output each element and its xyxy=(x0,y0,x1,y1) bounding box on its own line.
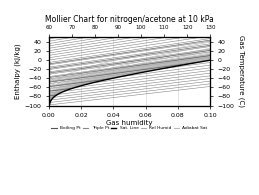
Title: Mollier Chart for nitrogen/acetone at 10 kPa: Mollier Chart for nitrogen/acetone at 10… xyxy=(45,15,214,24)
Y-axis label: Enthalpy (kJ/kg): Enthalpy (kJ/kg) xyxy=(15,44,21,99)
Legend: Boiling Pt, Triple Pt, Sat. Line, Rel Humid, Adiabat Sat: Boiling Pt, Triple Pt, Sat. Line, Rel Hu… xyxy=(49,124,210,132)
X-axis label: Gas humidity: Gas humidity xyxy=(106,120,153,126)
Y-axis label: Gas Temperature (C): Gas Temperature (C) xyxy=(238,35,244,107)
